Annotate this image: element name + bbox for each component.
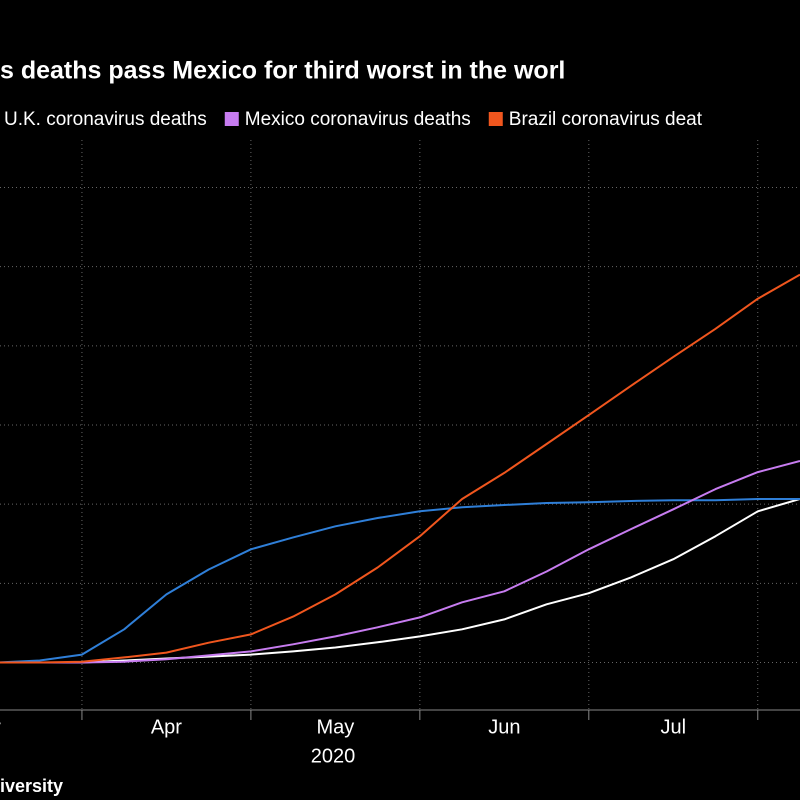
legend-swatch (488, 112, 503, 126)
chart-title: s deaths pass Mexico for third worst in … (0, 57, 565, 85)
year-label: 2020 (311, 745, 356, 767)
series-line (0, 273, 800, 664)
x-tick-label: May (316, 716, 354, 738)
x-tick-label: Jul (660, 716, 686, 738)
series-line (0, 460, 800, 664)
legend-label: Mexico coronavirus deaths (245, 109, 471, 130)
x-tick-label: Apr (151, 716, 182, 738)
series-line (0, 498, 800, 664)
x-tick-label: r (0, 716, 1, 738)
series-line (0, 498, 800, 664)
legend-label: Brazil coronavirus deat (509, 109, 703, 130)
legend-label: U.K. coronavirus deaths (4, 109, 207, 130)
x-tick-label: Jun (488, 716, 520, 738)
source: iversity (0, 776, 63, 796)
legend-swatch (224, 112, 239, 126)
